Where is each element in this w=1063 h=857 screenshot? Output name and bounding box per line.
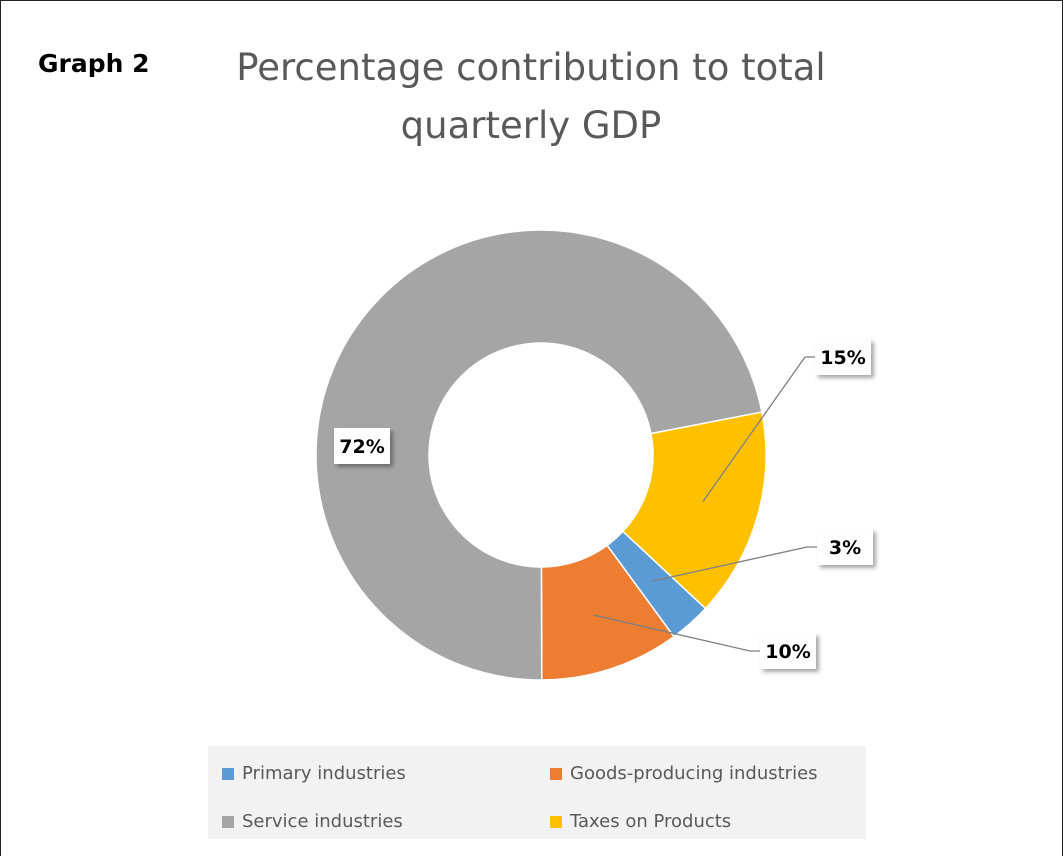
slice-service-industries: [315, 229, 763, 681]
data-label-text-taxes-on-products: 15%: [820, 347, 865, 369]
data-label-box-goods-producing-industries: [760, 633, 816, 669]
data-label-service-industries: 72%: [334, 428, 390, 464]
data-label-box-primary-industries: [817, 529, 873, 565]
legend-label-service-industries: Service industries: [242, 811, 403, 832]
legend-item-service-industries: Service industries: [222, 811, 403, 832]
data-labels: 3% 10% 72% 15%: [334, 339, 873, 669]
legend-label-primary-industries: Primary industries: [242, 763, 406, 784]
graph-number-label: Graph 2: [38, 49, 150, 78]
data-label-goods-producing-industries: 10%: [593, 614, 816, 669]
legend-swatch-primary-industries: [222, 767, 234, 780]
legend-swatch-service-industries: [222, 815, 234, 828]
data-label-text-primary-industries: 3%: [829, 537, 861, 559]
data-label-box-taxes-on-products: [815, 339, 871, 375]
data-label-taxes-on-products: 15%: [702, 339, 871, 502]
leader-line-primary-industries: [652, 546, 817, 582]
chart-title-line-1: Percentage contribution to total: [236, 46, 826, 89]
chart-title: Percentage contribution to total quarter…: [151, 39, 911, 155]
leader-line-taxes-on-products: [702, 356, 815, 502]
legend-label-taxes-on-products: Taxes on Products: [570, 811, 732, 832]
legend-item-taxes-on-products: Taxes on Products: [550, 811, 731, 832]
legend-swatch-goods-producing-industries: [550, 767, 562, 780]
legend-label-goods-producing-industries: Goods-producing industries: [570, 763, 818, 784]
data-label-text-goods-producing-industries: 10%: [765, 641, 810, 663]
slice-taxes-on-products: [621, 411, 767, 610]
chart-title-line-2: quarterly GDP: [400, 104, 662, 147]
leader-line-goods-producing-industries: [593, 614, 760, 652]
data-label-text-service-industries: 72%: [339, 436, 384, 458]
data-label-primary-industries: 3%: [652, 529, 873, 582]
legend-swatch-taxes-on-products: [550, 815, 562, 828]
legend-item-goods-producing-industries: Goods-producing industries: [550, 763, 818, 784]
data-label-box-service-industries: [334, 428, 390, 464]
chart-legend: Primary industries Goods-producing indus…: [208, 746, 866, 839]
legend-item-primary-industries: Primary industries: [222, 763, 406, 784]
donut-slices: [315, 229, 767, 681]
